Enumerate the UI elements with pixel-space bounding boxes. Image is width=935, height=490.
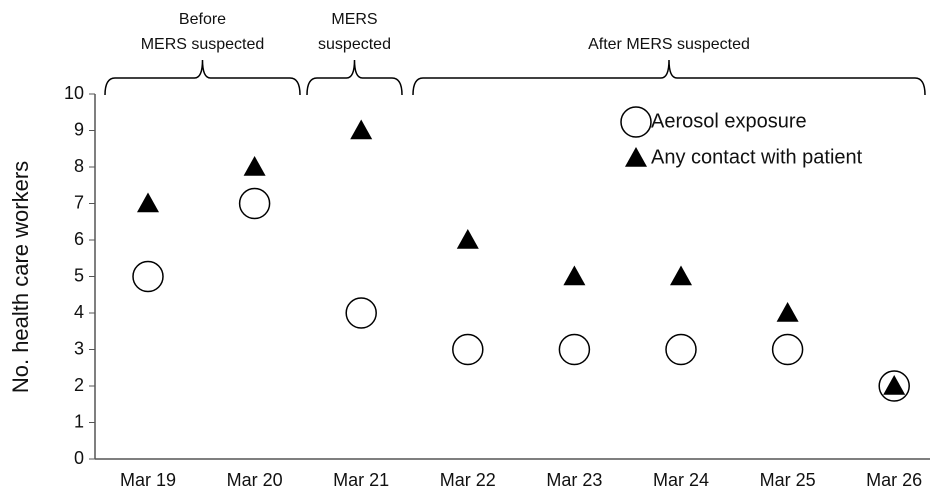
y-tick-label: 6 [74,229,84,249]
point [563,265,586,286]
legend-label: Any contact with patient [651,146,863,168]
point [665,333,697,366]
x-tick-label: Mar 23 [546,470,602,490]
y-axis-label: No. health care workers [8,161,33,393]
annotation: After MERS suspected [588,36,750,53]
point [776,302,799,322]
point [238,187,271,220]
x-tick-label: Mar 19 [120,470,176,490]
point [243,156,266,176]
point [137,192,159,213]
x-tick-label: Mar 25 [760,470,816,490]
bracket [306,59,403,96]
annotation: MERS suspected [141,36,265,53]
y-tick-label: 2 [74,375,84,395]
bracket [412,59,926,96]
point [670,265,692,286]
x-tick-label: Mar 24 [653,470,709,490]
y-tick-label: 3 [74,338,84,358]
point [452,333,484,366]
legend-label: Aerosol exposure [651,110,807,132]
point [345,297,377,329]
y-tick-label: 1 [74,411,84,431]
point [132,260,164,293]
bracket [104,59,301,96]
y-tick-label: 9 [74,119,84,139]
annotation: suspected [318,36,391,53]
x-tick-label: Mar 20 [227,470,283,490]
annotation: MERS [331,11,377,28]
point [771,333,804,366]
y-tick-label: 0 [74,448,84,468]
y-tick-label: 4 [74,302,84,322]
annotation: Before [179,11,226,28]
point [456,229,479,249]
point [883,375,906,395]
y-tick-label: 10 [64,83,84,103]
x-tick-label: Mar 22 [440,470,496,490]
y-tick-label: 8 [74,156,84,176]
legend-marker [620,106,652,138]
point [350,119,373,140]
x-tick-label: Mar 26 [866,470,922,490]
legend-marker [625,147,647,167]
x-tick-label: Mar 21 [333,470,389,490]
y-tick-label: 5 [74,265,84,285]
point [558,333,591,366]
y-tick-label: 7 [74,192,84,212]
